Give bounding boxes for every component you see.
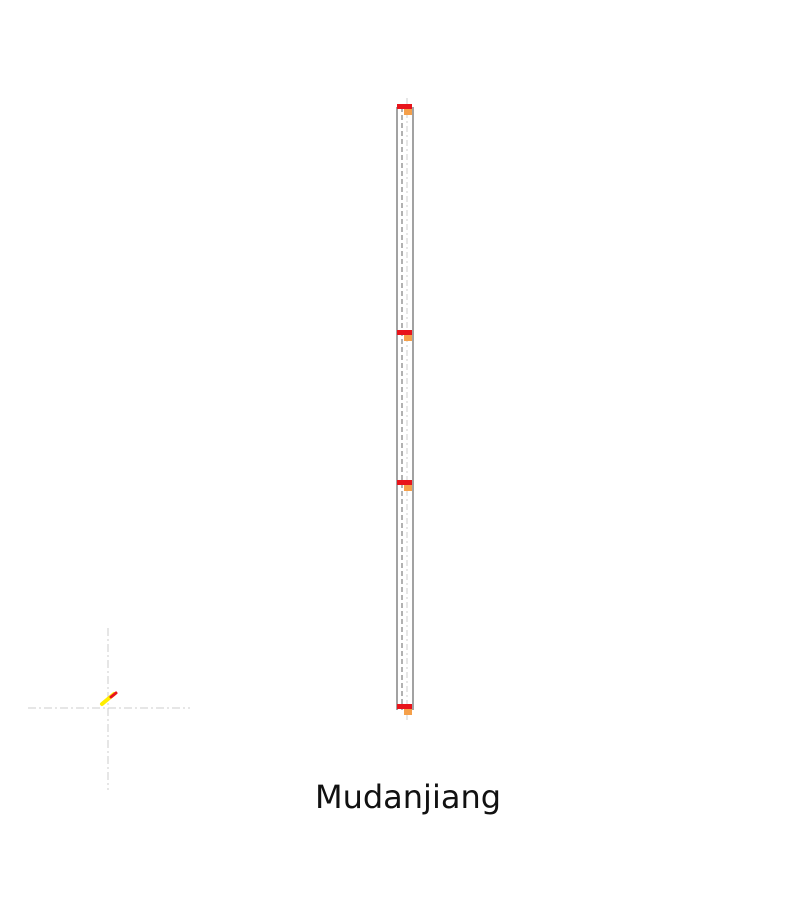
station-name-label: Mudanjiang bbox=[314, 778, 502, 816]
track-bundle bbox=[396, 98, 414, 722]
marker-bottom bbox=[397, 704, 412, 715]
marker-upper-middle bbox=[397, 330, 412, 341]
orientation-crosshair bbox=[28, 628, 190, 790]
marker-top bbox=[397, 104, 412, 115]
compass-pointer-icon bbox=[100, 691, 118, 706]
marker-lower-middle bbox=[397, 480, 412, 491]
